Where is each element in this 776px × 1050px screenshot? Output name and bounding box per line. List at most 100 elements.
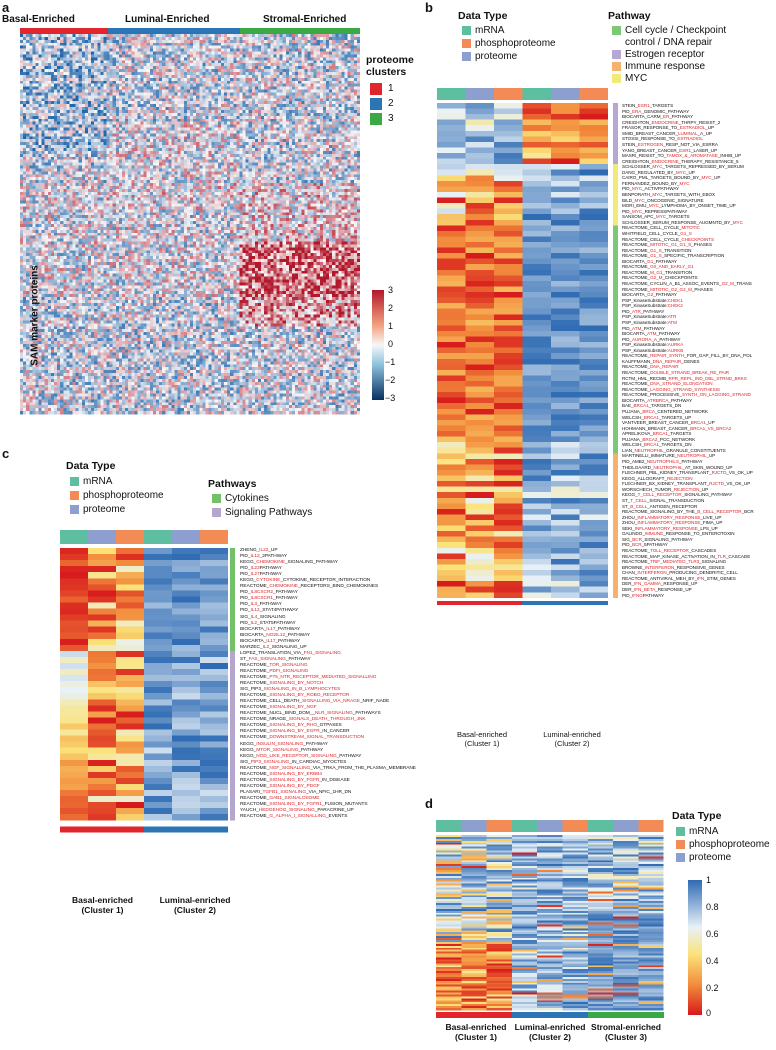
panel-c-label: c — [2, 446, 10, 461]
heatmap-b — [437, 88, 622, 728]
gene-set-label: FLECHNER_BX_KIDNEY_TRANSPLANT_RJCTD_VS_O… — [622, 481, 751, 487]
mrna-swatch — [462, 26, 471, 35]
pathway-c-signaling: Signaling Pathways — [212, 506, 312, 519]
gene-set-label: SMID_BREAST_CANCER_LUMINAL_A_UP — [622, 130, 712, 136]
datatype-bar-b — [579, 88, 608, 100]
gene-set-label: REACTOME_SIGNALING_BY_ERBB4 — [240, 771, 323, 777]
gene-set-label: ST_B_CELL_ANTIGEN_RECEPTOR — [622, 503, 698, 509]
gene-set-label: BROWNE_INTERFERON_RESPONSIVE_GENES — [622, 564, 725, 570]
gene-set-label: REACTOME_G_ALPHA_I_SIGNALLING_EVENTS — [240, 814, 348, 820]
gene-set-label: ST_FAS_SIGNALING_PATHWAY — [240, 656, 311, 662]
gene-set-label: REACTOME_NUCL_BIND_DOM__NLR_SIGNALING_PA… — [240, 711, 381, 717]
gene-set-label: WHITFIELD_CELL_CYCLE_G1_S — [622, 230, 692, 236]
datatype-bar-d — [638, 820, 664, 832]
datatype-bar-d — [486, 820, 512, 832]
gene-set-label: PID_IL2_STAT5PATHWAY — [240, 620, 296, 626]
cluster-legend-title-1: proteome — [366, 54, 414, 66]
gene-set-label: PID_IFNGPATHWAY — [622, 592, 664, 598]
cluster-label-d-1: Basal-enriched (Cluster 1) — [445, 1022, 507, 1042]
cluster-label-d-3: Stromal-enriched (Cluster 3) — [591, 1022, 661, 1042]
panel-b-label: b — [425, 0, 433, 15]
scale-a-tick: −3 — [385, 393, 396, 403]
group-bar-luminal — [108, 28, 240, 34]
cluster1-swatch — [370, 82, 382, 95]
group-label-stromal: Stromal-Enriched — [263, 14, 347, 25]
myc-swatch — [612, 74, 621, 83]
scale-a-tick: 2 — [388, 303, 394, 313]
gene-set-label: PID_ATR_PATHWAY — [622, 308, 665, 314]
scale-a-tick: 1 — [388, 321, 394, 331]
estrogen-swatch — [612, 50, 621, 59]
gene-set-label: SCHLOSSER_MYC_TARGETS_REPRESSED_BY_SERUM — [622, 164, 744, 170]
gene-set-label: KEGG_INSULIN_SIGNALING_PATHWAY — [240, 741, 328, 747]
gene-set-label: PID_AMB2_NEUTROPHILS_PATHWAY — [622, 459, 703, 464]
datatype-c-phospho: phosphoproteome — [70, 489, 164, 502]
pathway-title-c: Pathways — [208, 478, 257, 490]
gene-set-label: MARZEC_IL2_SIGNALING_UP — [240, 644, 307, 650]
scale-a-tick: 3 — [388, 285, 394, 295]
gene-set-label: REACTOME_TOLL_RECEPTOR_CASCADES — [622, 548, 717, 553]
gene-set-label: STOSSI_RESPONSE_TO_ESTRADIOL — [622, 136, 703, 142]
cluster-bar-luminal — [522, 600, 608, 605]
gene-set-label: SIG_IL4_SIGNALING — [240, 614, 286, 620]
pathway-b-immune: Immune response — [612, 60, 705, 73]
gene-set-label: BIOCARTA_CARM_ER_PATHWAY — [622, 114, 693, 120]
proteome-swatch — [70, 505, 79, 514]
color-scale-a — [372, 290, 384, 400]
datatype-bar-d — [613, 820, 639, 832]
cluster-bar-basal — [437, 600, 522, 605]
gene-set-label: PID_IL12_STAT4PATHWAY — [240, 608, 299, 614]
pathway-b-estrogen: Estrogen receptor — [612, 48, 705, 61]
gene-set-label: ZHOU_INFLAMMATORY_RESPONSE_FIMA_UP — [622, 520, 723, 526]
gene-set-label: REACTOME_CHEMOKINE_RECEPTORS_BIND_CHEMOK… — [240, 584, 379, 590]
gene-set-label: PID_AURORA_A_PATHWAY — [622, 336, 681, 342]
datatype-bar-c — [116, 530, 144, 544]
group-bar-basal — [20, 28, 108, 34]
gene-set-label: ZHENG_IL22_UP — [240, 548, 278, 553]
gene-set-label: ZHOU_INFLAMMATORY_RESPONSE_LIVE_UP — [622, 514, 722, 520]
pathway-b-myc: MYC — [612, 72, 647, 85]
gene-set-label: SIG_PIP3_SIGNALING_IN_CARDIAC_MYOCTES — [240, 759, 347, 765]
panel-a-label: a — [2, 0, 10, 15]
gene-set-label: PID_ATM_PATHWAY — [622, 325, 665, 331]
gene-set-label: REACTOME_PROCESSIVE_SYNTH_ON_LAGGING_STR… — [622, 392, 751, 398]
cluster-bar-basal — [60, 826, 144, 833]
gene-set-label: REACTOME_G1_S_SPECIFIC_TRANSCRIPTION — [622, 253, 725, 259]
gene-set-label: CREIGHTON_ENDOCRINE_THERAPY_RESISTANCE_5 — [622, 158, 739, 164]
gene-set-label: CREIGHTON_ENDOCRINE_THRPY_RESIST_2 — [622, 119, 721, 125]
cluster-bar-luminal — [512, 1012, 588, 1018]
cluster-label-c-1: Basal-enriched (Cluster 1) — [72, 895, 133, 915]
gene-set-label: REACTOME_CELL_DEATH_SIGNALLING_VIA_NRAGE… — [240, 699, 390, 705]
gene-set-label: REACTOME_SIGNALING_BY_NOTCH — [240, 681, 324, 687]
datatype-bar-b — [437, 88, 466, 100]
pathway-b-cellcycle-2: control / DNA repair — [625, 37, 713, 48]
gene-set-label: REACTOME_P75_NTR_RECEPTOR_MEDIATED_SIGNA… — [240, 674, 377, 680]
gene-set-label: THEILGAARD_NEUTROPHIL_AT_SKIN_WOUND_UP — [622, 464, 733, 470]
gene-set-label: APRELIKOVA_BRCA1_TARGETS — [622, 431, 692, 437]
datatype-bar-d — [436, 820, 462, 832]
gene-set-label: REACTOME_NGF_SIGNALLING_VIA_TRKA_FROM_TH… — [240, 765, 416, 771]
datatype-bar-b — [522, 88, 551, 100]
gene-set-label: STEIN_ESTROGEN_RESP_NOT_VIA_ESRRA — [622, 141, 718, 147]
gene-set-label: YANG_BREAST_CANCER_ESR1_LASER_UP — [622, 147, 718, 153]
datatype-bar-b — [551, 88, 580, 100]
gene-set-label: REACTOME_DOWNSTREAM_SIGNAL_TRANSDUCTION — [240, 735, 365, 741]
gene-set-label: DANG_REGULATED_BY_MYC_UP — [622, 169, 695, 175]
cluster-legend-3: 3 — [370, 112, 394, 125]
datatype-b-mrna: mRNA — [462, 24, 504, 37]
cytokines-swatch — [212, 494, 221, 503]
gene-set-label: FLECHNER_PBL_KIDNEY_TRANSPLANT_RJCTD_VS_… — [622, 470, 753, 476]
datatype-title-d: Data Type — [672, 810, 722, 822]
gene-set-label: KEGG_MTOR_SIGNALING_PATHWAY — [240, 747, 324, 753]
cluster-label-b-2: Luminal-enriched (Cluster 2) — [543, 730, 601, 748]
group-bar-stromal — [240, 28, 360, 34]
gene-set-label: REACTOME_MAP_KINASE_ACTIVATION_IN_TLR_CA… — [622, 553, 751, 559]
gene-set-label: PID_IL8CXCR1_PATHWAY — [240, 596, 298, 602]
gene-set-label: PSP_KinaseSubstrate:CHEK2 — [622, 303, 683, 309]
gene-set-label: SIG_BCR_SIGNALING_PATHWAY — [622, 536, 693, 542]
gene-set-label: SCHLOSSER_SERUM_RESPONSE_AUGMNTD_BY_MYC — [622, 219, 743, 225]
cluster-label-d-2: Luminal-enriched (Cluster 2) — [514, 1022, 586, 1042]
gene-set-label: CAIRO_PML_TARGETS_BOUND_BY_MYC_UP — [622, 175, 721, 181]
gene-set-label: REACTOME_GAB1_SIGNALOSOME — [240, 795, 320, 801]
y-axis-label-a: SAM marker proteins — [29, 265, 41, 366]
